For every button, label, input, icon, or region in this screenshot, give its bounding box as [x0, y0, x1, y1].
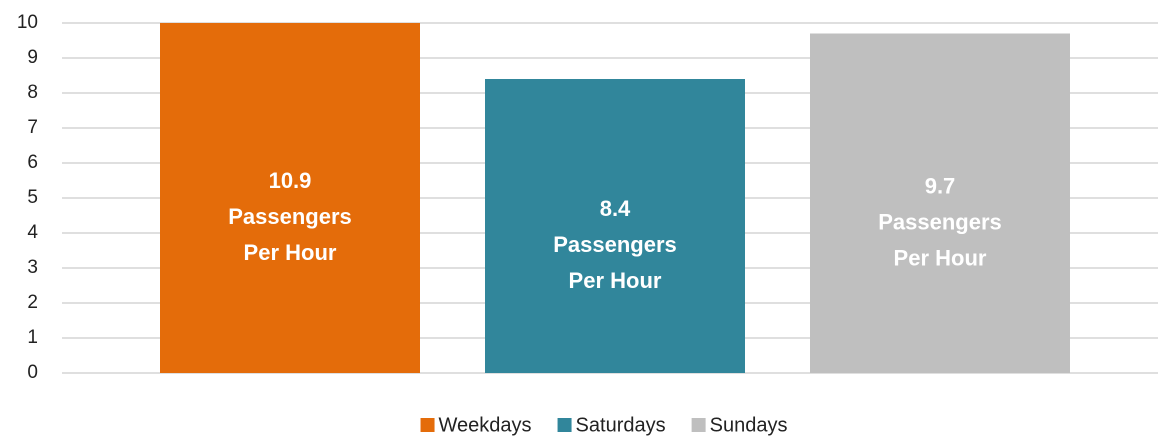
y-tick-label: 4 [27, 222, 38, 243]
data-label: 10.9 Passengers Per Hour [228, 168, 352, 265]
legend-label: Sundays [710, 414, 788, 436]
legend: Weekdays Saturdays Sundays [420, 414, 788, 436]
y-tick-label: 6 [27, 152, 38, 173]
y-tick-label: 1 [27, 327, 38, 348]
legend-label: Weekdays [439, 414, 532, 436]
bars [160, 23, 1070, 373]
y-tick-label: 8 [27, 82, 38, 103]
y-tick-label: 9 [27, 47, 38, 68]
legend-swatch [691, 418, 706, 432]
labels: 10.9 Passengers Per Hour 8.4 Passengers Per H… [228, 168, 1002, 293]
data-label: 8.4 Passengers Per Hour [553, 196, 677, 293]
bar [160, 23, 420, 373]
y-tick-label: 5 [27, 187, 38, 208]
data-label: 9.7 Passengers Per Hour [878, 173, 1002, 270]
legend-swatch [557, 418, 572, 432]
y-tick-label: 10 [17, 12, 38, 33]
y-tick-label: 2 [27, 292, 38, 313]
y-tick-label: 7 [27, 117, 38, 138]
y-tick-label: 0 [27, 362, 38, 383]
legend-label: Saturdays [576, 414, 666, 436]
y-tick-label: 3 [27, 257, 38, 278]
bar [485, 79, 745, 373]
bar [810, 33, 1070, 373]
legend-swatch [420, 418, 435, 432]
